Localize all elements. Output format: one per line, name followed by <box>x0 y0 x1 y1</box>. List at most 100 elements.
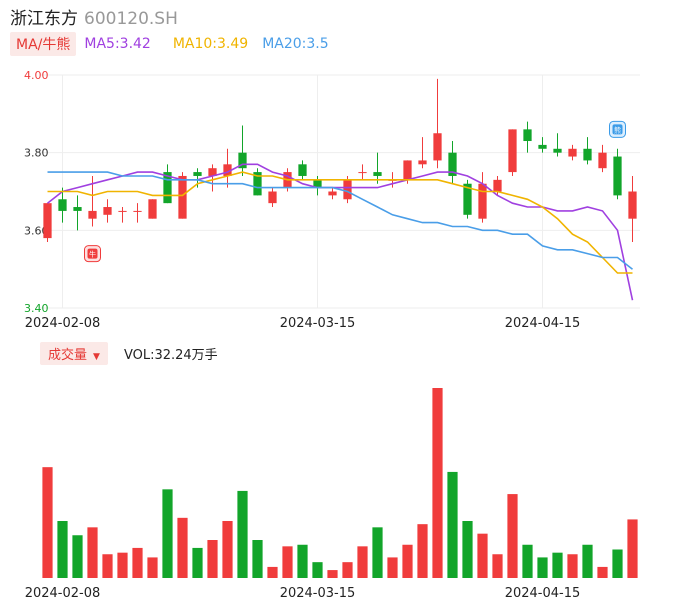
x-axis-ticks-price: 2024-02-08 2024-03-15 2024-04-15 <box>25 316 581 331</box>
marker-inner <box>87 248 98 259</box>
candle-body <box>403 160 412 180</box>
volume-bar <box>402 544 413 578</box>
volume-bar <box>177 517 188 578</box>
candle-body <box>118 210 127 212</box>
candle <box>43 203 52 242</box>
candle-body <box>433 133 442 161</box>
volume-bar <box>447 471 458 578</box>
ma-toggle-button[interactable]: MA/牛熊 <box>10 32 77 56</box>
ma-lines <box>47 163 634 301</box>
candle-body <box>568 148 577 157</box>
volume-bar <box>147 557 158 578</box>
volume-bar <box>72 535 83 578</box>
ma-legend: MA/牛熊 MA5:3.42 MA10:3.49 MA20:3.5 <box>10 32 329 56</box>
volume-bar <box>477 533 488 578</box>
volume-bar <box>42 467 53 578</box>
volume-bar <box>432 388 443 578</box>
ma5-label: MA5:3.42 <box>84 36 151 52</box>
volume-bar <box>342 562 353 578</box>
candle <box>448 141 457 184</box>
ma5-line <box>47 163 634 301</box>
candle-body <box>163 172 172 204</box>
candle-body <box>238 152 247 169</box>
x-tick-label: 2024-02-08 <box>25 586 101 601</box>
candle-body <box>553 148 562 153</box>
ma20-line <box>47 171 633 270</box>
candle-body <box>148 199 157 219</box>
candle <box>133 203 142 223</box>
candle <box>523 121 532 153</box>
candle <box>373 152 382 184</box>
volume-bar <box>462 521 473 578</box>
candle-body <box>103 207 112 215</box>
candle-body <box>58 199 67 211</box>
volume-value: VOL:32.24万手 <box>123 348 218 363</box>
volume-toggle-label: 成交量 <box>48 348 88 363</box>
candle-body <box>193 172 202 176</box>
volume-bar <box>162 489 173 578</box>
volume-bar <box>207 540 218 578</box>
bull-marker: 牛 <box>84 245 101 263</box>
bear-marker: 熊 <box>609 120 626 138</box>
candle <box>103 199 112 223</box>
candle-body <box>268 191 277 204</box>
candle-body <box>298 164 307 176</box>
candle <box>118 207 127 223</box>
candle <box>568 144 577 161</box>
candle <box>433 78 442 169</box>
x-tick-label: 2024-02-08 <box>25 316 101 331</box>
candle-body <box>358 172 367 174</box>
candle <box>223 148 232 188</box>
candle <box>358 164 367 180</box>
candle-body <box>418 160 427 165</box>
candle-body <box>328 191 337 196</box>
candle <box>163 164 172 204</box>
volume-bar <box>627 519 638 578</box>
volume-bar <box>192 547 203 578</box>
candle-body <box>208 168 217 176</box>
volume-bar <box>387 557 398 578</box>
candle <box>328 187 337 200</box>
candle-body <box>628 191 637 219</box>
x-tick-label: 2024-04-15 <box>505 316 581 331</box>
volume-bar <box>582 544 593 578</box>
candle <box>253 168 262 196</box>
y-tick-label: 3.60 <box>24 224 49 237</box>
volume-bar <box>597 566 608 578</box>
candle <box>613 148 622 200</box>
candle <box>418 137 427 169</box>
candle-body <box>613 156 622 196</box>
candle <box>313 175 322 196</box>
candle-body <box>538 144 547 149</box>
candle-body <box>178 175 187 219</box>
volume-bar <box>132 547 143 578</box>
candle-body <box>343 179 352 200</box>
candle-body <box>523 129 532 142</box>
stock-title: 浙江东方 600120.SH <box>10 4 178 29</box>
volume-legend: 成交量 ▼ VOL:32.24万手 <box>40 342 218 365</box>
candle <box>598 144 607 173</box>
volume-bar <box>252 540 263 578</box>
x-tick-label: 2024-03-15 <box>280 316 356 331</box>
candlestick-series <box>43 78 637 242</box>
volume-bar <box>327 570 338 578</box>
volume-bar <box>567 554 578 578</box>
candle <box>208 164 217 192</box>
candle <box>463 179 472 219</box>
candle-body <box>508 129 517 173</box>
volume-bar <box>87 527 98 578</box>
candle <box>628 175 637 242</box>
volume-toggle-button[interactable]: 成交量 ▼ <box>40 342 108 365</box>
x-tick-label: 2024-03-15 <box>280 586 356 601</box>
candle-body <box>253 172 262 196</box>
volume-bars <box>42 388 638 578</box>
candle-body <box>448 152 457 176</box>
candle <box>478 172 487 223</box>
candle-body <box>73 207 82 211</box>
volume-bar <box>57 521 68 578</box>
volume-bar <box>417 524 428 578</box>
candle <box>238 125 247 176</box>
volume-bar <box>117 552 128 578</box>
candle <box>268 187 277 208</box>
